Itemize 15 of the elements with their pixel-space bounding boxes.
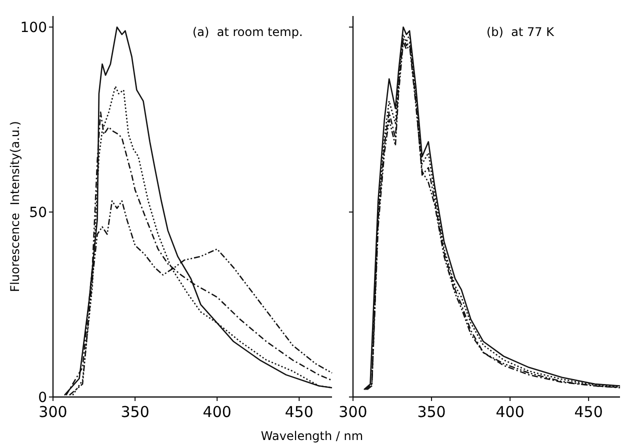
x-tick-label: 350 (417, 403, 446, 421)
x-tick-label: 300 (338, 403, 368, 421)
y-tick-label: 100 (20, 20, 47, 36)
x-tick-label: 450 (574, 403, 603, 421)
x-axis-title: Wavelength / nm (260, 429, 364, 443)
x-tick-label: 300 (38, 403, 68, 421)
y-axis-title: Fluorescence Intensity(a.u.) (8, 121, 22, 292)
x-tick-label: 350 (120, 403, 150, 421)
text: (b) at 77 K (486, 25, 556, 39)
x-tick-label: 450 (284, 403, 314, 421)
y-tick-label: 0 (38, 390, 47, 406)
y-tick-label: 50 (29, 204, 47, 221)
x-tick-label: 400 (496, 403, 524, 421)
x-tick-label: 400 (202, 403, 232, 421)
text: (a) at room temp. (192, 25, 303, 39)
